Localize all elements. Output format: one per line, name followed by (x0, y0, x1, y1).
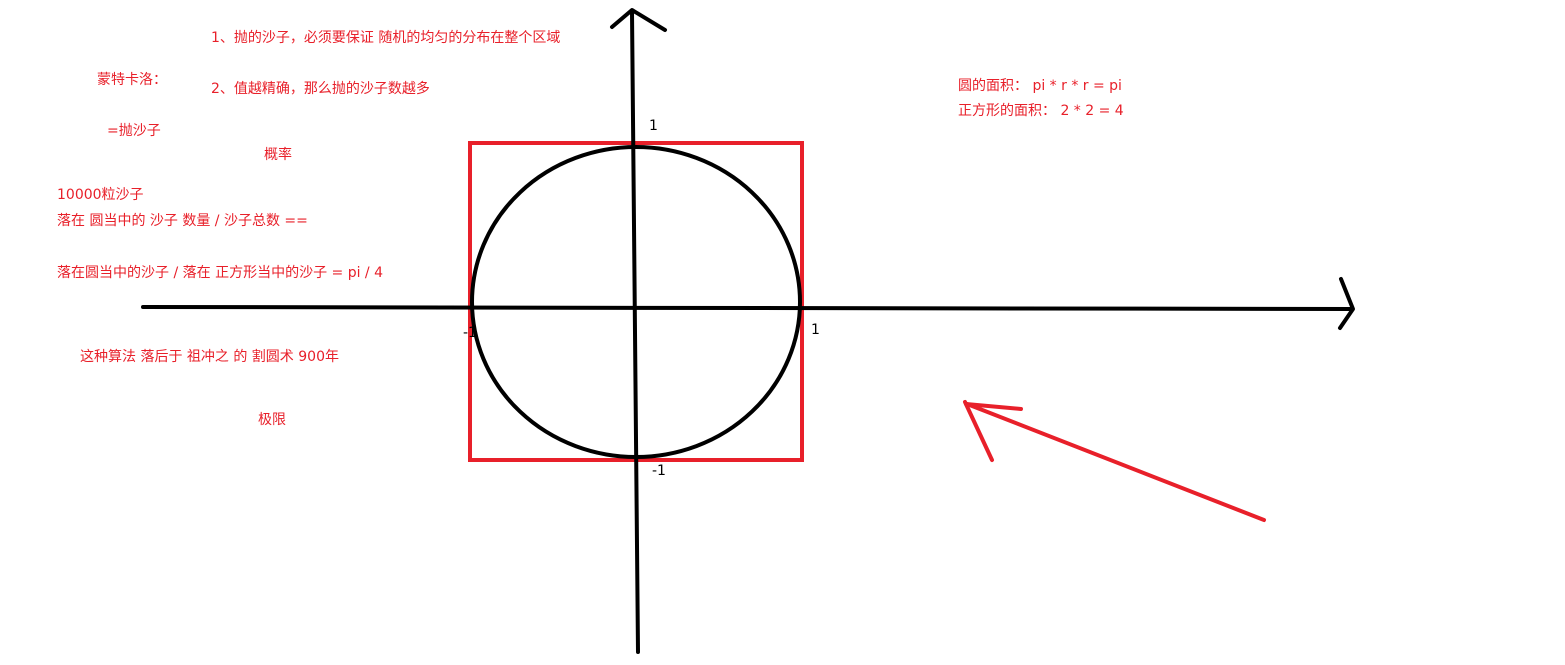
tick-label-x-right: 1 (811, 322, 820, 338)
note-probability: 概率 (264, 147, 292, 163)
annotation-arrow (963, 400, 1266, 522)
x-axis (141, 305, 1354, 311)
y-axis-arrowhead (610, 8, 667, 32)
note-ratio-square: 落在圆当中的沙子 / 落在 正方形当中的沙子 = pi / 4 (57, 265, 383, 281)
note-monte-carlo: 蒙特卡洛： (97, 72, 167, 88)
note-random-uniform-rule: 1、抛的沙子，必须要保证 随机的均匀的分布在整个区域 (211, 30, 561, 46)
note-history: 这种算法 落后于 祖冲之 的 割圆术 900年 (80, 349, 339, 365)
tick-label-y-bottom: -1 (652, 463, 666, 479)
note-sand-count: 10000粒沙子 (57, 187, 144, 203)
note-square-area: 正方形的面积： 2 * 2 = 4 (958, 103, 1124, 119)
note-precision-rule: 2、值越精确，那么抛的沙子数越多 (211, 81, 430, 97)
note-limit: 极限 (258, 412, 286, 428)
tick-label-x-left: -1 (463, 325, 477, 341)
note-throw-sand: =抛沙子 (107, 123, 161, 139)
note-circle-area: 圆的面积： pi * r * r = pi (958, 78, 1122, 94)
x-axis-arrowhead (1338, 277, 1355, 330)
note-ratio-total: 落在 圆当中的 沙子 数量 / 沙子总数 == (57, 213, 308, 229)
unit-circle (470, 145, 802, 459)
tick-label-y-top: 1 (649, 118, 658, 134)
y-axis (630, 10, 640, 654)
